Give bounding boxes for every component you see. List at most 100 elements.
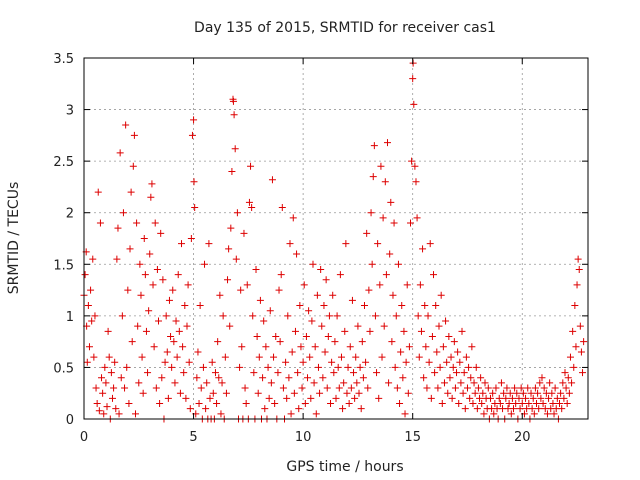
data-point [377, 162, 385, 170]
data-point [353, 379, 361, 387]
data-point [393, 384, 401, 392]
data-point [507, 410, 515, 418]
data-point [461, 405, 469, 413]
data-point [496, 400, 504, 408]
data-point [129, 162, 137, 170]
data-point [330, 369, 338, 377]
data-point [306, 353, 314, 361]
data-point [536, 379, 544, 387]
data-point [409, 75, 417, 83]
data-point [208, 358, 216, 366]
data-point [347, 384, 355, 392]
data-point [463, 384, 471, 392]
data-point [454, 348, 462, 356]
data-point [295, 405, 303, 413]
data-point [250, 369, 258, 377]
data-point [221, 353, 229, 361]
data-point [335, 384, 343, 392]
data-point [572, 343, 580, 351]
data-point [448, 394, 456, 402]
y-tick-label: 1 [66, 310, 74, 325]
data-point [356, 363, 364, 371]
data-point [128, 338, 136, 346]
data-point [460, 369, 468, 377]
data-point [121, 384, 129, 392]
data-point [566, 353, 574, 361]
data-point [215, 374, 223, 382]
data-point [245, 198, 253, 206]
data-point [300, 281, 308, 289]
data-point [116, 149, 124, 157]
data-point [577, 348, 585, 356]
data-point [360, 302, 368, 310]
data-point [380, 322, 388, 330]
data-point [500, 389, 508, 397]
data-point [112, 405, 120, 413]
data-point [228, 167, 236, 175]
data-point [88, 317, 96, 325]
data-point [354, 322, 362, 330]
data-point [172, 317, 180, 325]
data-point [101, 363, 109, 371]
data-point [253, 332, 261, 340]
data-point [148, 180, 156, 188]
data-point [323, 384, 331, 392]
data-point [407, 219, 415, 227]
data-point [430, 271, 438, 279]
data-point [431, 369, 439, 377]
data-point [451, 384, 459, 392]
x-tick-label: 20 [514, 430, 531, 445]
data-point [374, 240, 382, 248]
data-point [174, 271, 182, 279]
data-point [163, 348, 171, 356]
data-point [140, 235, 148, 242]
data-point [350, 369, 358, 377]
data-point [299, 358, 307, 366]
data-point [243, 281, 251, 289]
data-point [119, 209, 127, 217]
data-point [107, 369, 115, 377]
data-point [453, 369, 461, 377]
data-point [513, 389, 521, 397]
data-point [446, 374, 454, 382]
data-point [383, 139, 391, 147]
data-point [423, 384, 431, 392]
data-point [444, 389, 452, 397]
data-point [99, 389, 107, 397]
data-point [211, 369, 219, 377]
data-point [202, 405, 210, 413]
y-tick-label: 2 [66, 207, 74, 222]
data-point [333, 312, 341, 320]
data-point [517, 384, 525, 392]
data-point [147, 193, 155, 201]
data-point [186, 405, 194, 413]
y-tick-label: 3 [66, 104, 74, 119]
data-point [529, 394, 537, 402]
data-point [506, 389, 514, 397]
data-point [209, 389, 217, 397]
data-point [563, 400, 571, 408]
x-tick-label: 10 [295, 430, 312, 445]
data-point [87, 286, 95, 294]
data-point [573, 281, 581, 289]
data-point [193, 374, 201, 382]
data-point [373, 369, 381, 377]
data-point [256, 296, 264, 304]
data-point [443, 358, 451, 366]
data-point [579, 369, 587, 377]
data-point [290, 389, 298, 397]
data-point [301, 400, 309, 408]
data-point [437, 291, 445, 299]
data-point [241, 384, 249, 392]
data-point [164, 394, 172, 402]
data-points [80, 59, 588, 423]
data-point [230, 111, 238, 119]
data-point [497, 379, 505, 387]
data-point [311, 343, 319, 351]
data-point [131, 410, 139, 418]
data-point [472, 363, 480, 371]
data-point [540, 384, 548, 392]
data-point [232, 255, 240, 263]
data-point [474, 384, 482, 392]
data-point [157, 229, 165, 237]
